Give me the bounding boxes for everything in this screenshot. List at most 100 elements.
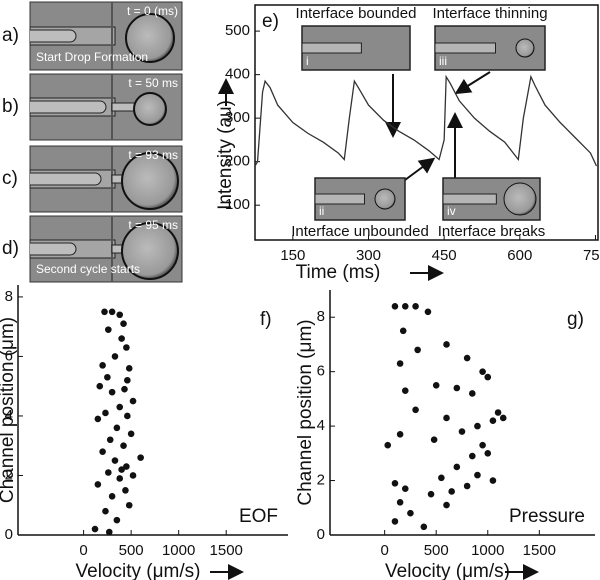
data-point bbox=[127, 430, 135, 438]
data-point bbox=[401, 303, 409, 310]
image-note: Second cycle starts bbox=[36, 262, 140, 276]
inset-label: ii bbox=[319, 204, 324, 218]
y-tick-label: 2 bbox=[5, 466, 13, 483]
inset-channel bbox=[314, 193, 365, 205]
y-tick-label: 2 bbox=[317, 472, 325, 489]
y-axis-label: Intensity (au) bbox=[215, 100, 236, 210]
y-tick-label: 300 bbox=[225, 109, 250, 126]
data-point bbox=[463, 482, 471, 490]
inset-caption: Interface bounded bbox=[296, 5, 417, 22]
x-tick-label: 500 bbox=[424, 542, 449, 559]
data-point bbox=[479, 368, 486, 375]
data-point bbox=[123, 463, 130, 470]
data-point bbox=[124, 376, 131, 384]
data-point bbox=[101, 308, 108, 316]
data-point bbox=[105, 326, 112, 333]
data-point bbox=[494, 409, 502, 416]
data-point bbox=[116, 475, 124, 482]
data-point bbox=[96, 382, 104, 390]
data-point bbox=[118, 466, 125, 473]
inset-droplet bbox=[515, 38, 535, 58]
data-point bbox=[111, 457, 119, 464]
panel-annotation: EOF bbox=[239, 506, 278, 527]
data-point bbox=[414, 346, 421, 354]
y-tick-label: 8 bbox=[317, 308, 325, 325]
inset-channel bbox=[434, 42, 496, 54]
y-tick-label: 0 bbox=[5, 526, 13, 543]
y-axis-label: Channel position (μm) bbox=[0, 317, 18, 503]
inset-droplet bbox=[503, 182, 537, 216]
x-tick-label: 500 bbox=[119, 542, 144, 559]
data-point bbox=[108, 308, 116, 316]
y-tick-label: 200 bbox=[225, 153, 250, 170]
y-tick-label: 6 bbox=[5, 347, 13, 364]
image-caption: t = 0 (ms) bbox=[127, 4, 178, 18]
y-tick-label: 6 bbox=[317, 363, 325, 380]
inset-label: iv bbox=[447, 204, 456, 218]
data-point bbox=[105, 469, 112, 476]
data-point bbox=[113, 424, 121, 432]
data-point bbox=[125, 365, 133, 372]
x-tick-label: 1500 bbox=[210, 542, 243, 559]
data-point bbox=[104, 373, 111, 381]
data-point bbox=[391, 518, 399, 525]
data-point bbox=[391, 479, 399, 487]
y-tick-label: 0 bbox=[317, 526, 325, 543]
data-point bbox=[468, 452, 476, 460]
inset-label: iii bbox=[439, 54, 447, 68]
x-tick-label: 600 bbox=[507, 247, 532, 264]
data-point bbox=[108, 493, 116, 500]
data-point bbox=[396, 499, 404, 506]
x-tick-label: 450 bbox=[432, 247, 457, 264]
image-caption: t = 93 ms bbox=[128, 148, 178, 162]
data-point bbox=[412, 303, 419, 310]
data-point bbox=[118, 335, 125, 342]
data-point bbox=[453, 384, 461, 392]
fluid-thread bbox=[30, 29, 77, 43]
data-point bbox=[123, 344, 130, 351]
data-point bbox=[430, 436, 438, 444]
data-point bbox=[412, 406, 419, 414]
droplet bbox=[133, 92, 167, 126]
panel-label: d) bbox=[2, 238, 19, 259]
data-point bbox=[458, 428, 466, 435]
droplet bbox=[125, 13, 175, 63]
inset-droplet bbox=[374, 188, 396, 210]
data-point bbox=[438, 474, 445, 482]
plot-frame bbox=[254, 4, 599, 241]
y-tick-label: 4 bbox=[5, 407, 13, 424]
data-point bbox=[120, 442, 127, 450]
intensity-line bbox=[254, 74, 598, 167]
data-point bbox=[105, 528, 113, 536]
data-point bbox=[401, 485, 409, 493]
data-point bbox=[396, 360, 404, 367]
data-point bbox=[401, 387, 409, 395]
panel-label: c) bbox=[2, 168, 18, 189]
data-point bbox=[484, 373, 492, 381]
inset-channel bbox=[442, 193, 497, 205]
image-caption: t = 95 ms bbox=[128, 218, 178, 232]
inset-channel bbox=[301, 42, 362, 54]
x-axis-label: Velocity (μm/s) bbox=[76, 561, 201, 580]
data-point bbox=[424, 308, 432, 316]
data-point bbox=[124, 412, 131, 420]
data-point bbox=[489, 417, 497, 424]
data-point bbox=[427, 490, 435, 498]
x-tick-label: 150 bbox=[280, 247, 305, 264]
data-point bbox=[499, 414, 507, 422]
data-point bbox=[94, 415, 102, 423]
x-tick-label: 750 bbox=[583, 247, 600, 264]
x-axis-label: Time (ms) bbox=[296, 262, 381, 283]
arrows bbox=[210, 71, 539, 580]
data-point bbox=[468, 390, 476, 397]
data-point bbox=[396, 430, 404, 438]
y-tick-label: 400 bbox=[225, 66, 250, 83]
data-point bbox=[432, 381, 440, 389]
data-point bbox=[122, 487, 129, 494]
data-point bbox=[391, 303, 399, 310]
data-point bbox=[489, 477, 497, 484]
data-point bbox=[479, 441, 486, 449]
data-point bbox=[108, 388, 116, 396]
panel-label: e) bbox=[262, 11, 279, 32]
